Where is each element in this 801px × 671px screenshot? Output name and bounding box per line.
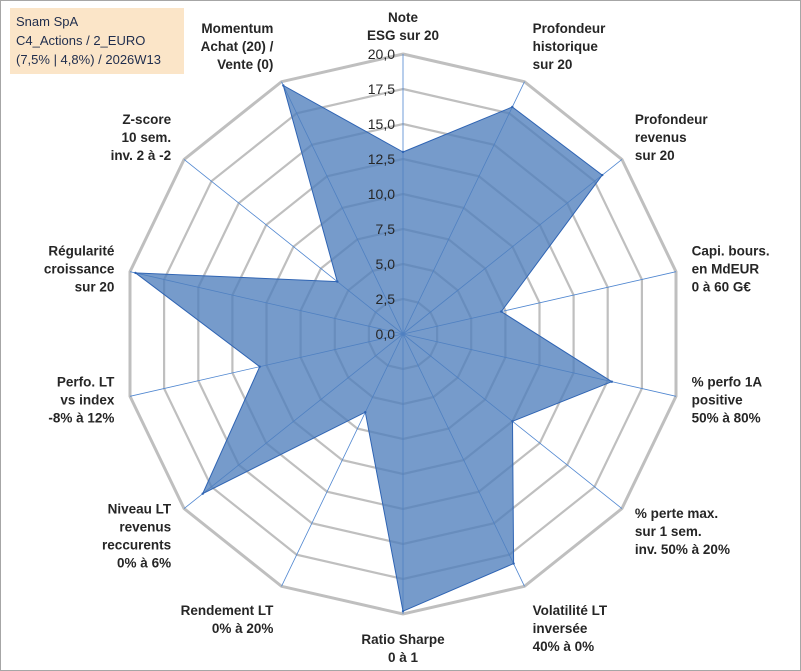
info-period: (7,5% | 4,8%) / 2026W13 [16, 52, 162, 67]
data-point [401, 610, 405, 613]
grid-layer [128, 52, 678, 616]
data-point [601, 173, 604, 177]
data-point [336, 280, 339, 283]
data-point [282, 84, 285, 87]
grid-ring [197, 122, 609, 546]
axis-label: Note ESG sur 20 [367, 10, 439, 43]
data-point [610, 380, 613, 383]
axis-spoke [402, 271, 677, 335]
axis-label: Profondeur revenus sur 20 [635, 112, 708, 163]
grid-ring [367, 297, 439, 371]
axis-label: Z-score 10 sem. inv. 2 à -2 [111, 112, 172, 163]
axis-label: Profondeur historique sur 20 [533, 21, 606, 72]
axis-label: Régularité croissance sur 20 [44, 244, 115, 295]
tick-label: 15,0 [368, 116, 395, 132]
tick-label: 5,0 [376, 256, 396, 272]
axis-spoke [129, 333, 404, 397]
axis-spoke [183, 159, 404, 335]
data-point [511, 105, 514, 109]
tick-label: 7,5 [376, 221, 396, 237]
axis-label: Rendement LT 0% à 20% [181, 603, 275, 636]
info-company-name: Snam SpA [16, 14, 79, 29]
info-box: Snam SpA C4_Actions / 2_EURO (7,5% | 4,8… [10, 8, 184, 74]
data-point [134, 271, 137, 275]
series-layer [133, 84, 613, 613]
axis-spoke [281, 333, 404, 587]
axis-label: Perfo. LT vs index -8% à 12% [48, 374, 115, 425]
axis-label: Ratio Sharpe 0 à 1 [361, 632, 445, 665]
data-point [401, 150, 405, 154]
tick-label: 10,0 [368, 186, 395, 202]
data-point [500, 310, 503, 313]
axis-label: Capi. bours. en MdEUR 0 à 60 G€ [692, 244, 770, 295]
grid-ring [333, 262, 473, 406]
grid-ring [299, 227, 507, 441]
axis-label: Momentum Achat (20) / Vente (0) [201, 21, 274, 72]
axis-label: % perfo 1A positive 50% à 80% [692, 374, 763, 425]
data-point [258, 365, 261, 368]
axis-spoke [129, 271, 404, 335]
axis-label: % perte max. sur 1 sem. inv. 50% à 20% [635, 506, 730, 557]
tick-label: 2,5 [376, 291, 396, 307]
axis-spoke [402, 333, 623, 509]
axis-spoke [402, 81, 525, 335]
data-point [512, 562, 515, 565]
grid-ring [231, 157, 575, 511]
tick-label: 20,0 [368, 46, 395, 62]
series-area [133, 84, 613, 612]
tick-label: 12,5 [368, 151, 395, 167]
axis-spoke [402, 333, 677, 397]
tick-label: 0,0 [376, 326, 396, 342]
axis-spoke [281, 81, 404, 335]
axis-spoke [183, 333, 404, 509]
axis-label-layer: Note ESG sur 20 Profondeur historique sur 20… [44, 10, 770, 665]
grid-ring [265, 192, 541, 476]
tick-label: 17,5 [368, 81, 395, 97]
data-point [511, 420, 514, 423]
axis-label: Niveau LT revenus reccurents 0% à 6% [102, 501, 172, 570]
grid-ring [128, 52, 678, 616]
axis-spoke [402, 333, 525, 587]
spoke-layer [129, 54, 677, 614]
axis-label: Volatilité LT inversée 40% à 0% [533, 603, 608, 654]
data-point [201, 492, 204, 495]
info-category: C4_Actions / 2_EURO [16, 33, 146, 48]
tick-layer: 0,0 2,5 5,0 7,5 10,0 12,5 15,0 17,5 20,0 [368, 46, 395, 342]
axis-spoke [402, 159, 623, 335]
grid-ring [163, 87, 644, 581]
data-point [364, 411, 367, 414]
